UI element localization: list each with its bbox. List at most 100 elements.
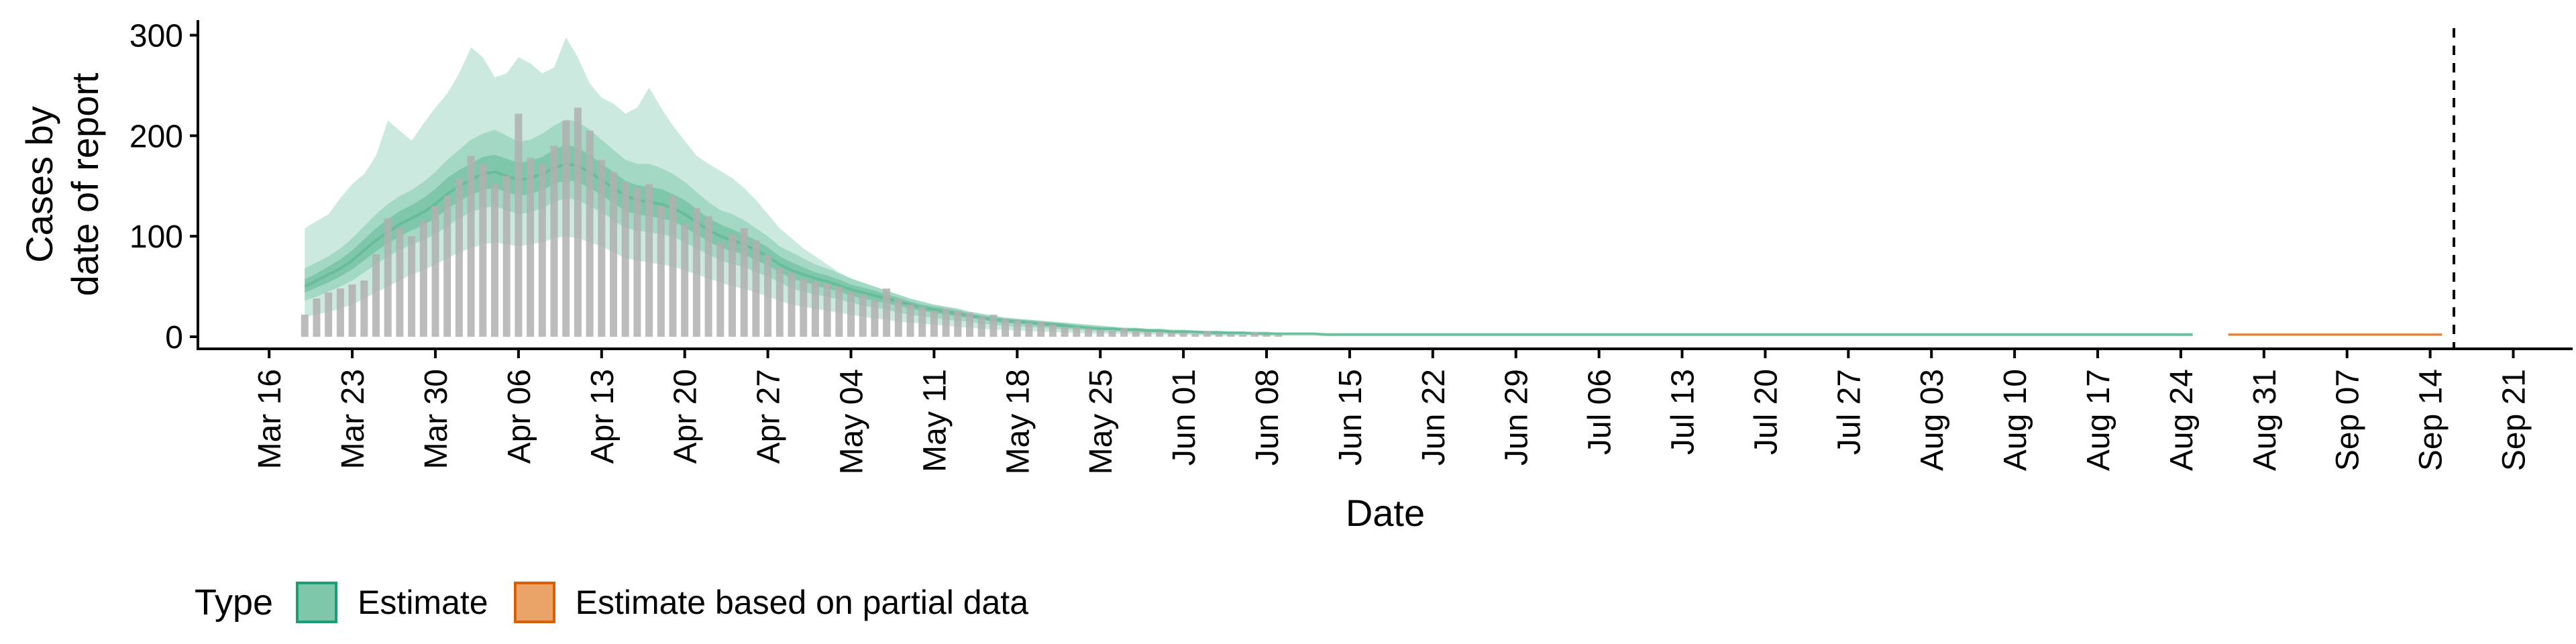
x-tick-label: Apr 06: [502, 369, 537, 464]
x-tick-label: Jun 08: [1250, 369, 1285, 466]
observed-bar: [633, 188, 641, 337]
y-tick-label: 0: [165, 320, 183, 356]
observed-bar: [1120, 329, 1128, 337]
x-tick-label: Jun 01: [1167, 369, 1202, 466]
observed-bar: [764, 254, 772, 337]
observed-bar: [847, 292, 855, 337]
observed-bar: [918, 307, 926, 337]
observed-bar: [729, 234, 736, 337]
observed-bar: [752, 240, 760, 337]
observed-bars: [301, 107, 1283, 337]
observed-bar: [716, 242, 724, 337]
observed-bar: [515, 113, 523, 337]
x-tick-label: Apr 13: [585, 369, 621, 464]
observed-bar: [823, 283, 831, 337]
observed-bar: [550, 146, 558, 337]
observed-bar: [894, 299, 902, 337]
observed-bar: [598, 160, 606, 337]
observed-bar: [527, 158, 535, 337]
observed-bar: [1037, 321, 1045, 337]
observed-bar: [1002, 319, 1010, 337]
observed-bar: [562, 120, 570, 337]
x-tick-label: May 25: [1083, 369, 1119, 474]
x-tick-label: Mar 30: [419, 369, 454, 469]
x-tick-label: Apr 20: [668, 369, 704, 464]
observed-bar: [325, 292, 333, 337]
x-tick-label: Mar 23: [335, 369, 371, 469]
observed-bar: [788, 272, 796, 337]
observed-bar: [681, 224, 689, 337]
x-tick-label: Aug 24: [2164, 369, 2200, 471]
observed-bar: [657, 206, 665, 337]
observed-bar: [692, 208, 700, 337]
y-tick-label: 200: [129, 119, 183, 154]
x-tick-label: May 11: [917, 369, 953, 472]
observed-bar: [1049, 325, 1057, 337]
x-tick-label: Jul 06: [1582, 369, 1618, 455]
observed-bar: [859, 294, 867, 337]
observed-bar: [384, 218, 392, 337]
partial-bands: [2228, 333, 2443, 336]
observed-bar: [883, 288, 891, 337]
x-tick-label: Mar 16: [252, 369, 288, 469]
x-tick-label: Aug 10: [1998, 369, 2033, 471]
x-tick-label: May 18: [1000, 369, 1036, 474]
observed-bar: [610, 172, 617, 337]
observed-bar: [396, 228, 404, 337]
observed-bar: [336, 288, 344, 337]
y-axis-label-line1: Cases by: [18, 106, 60, 262]
observed-bar: [1132, 331, 1140, 337]
observed-bar: [800, 278, 808, 337]
observed-bar: [1250, 333, 1258, 337]
observed-bar: [419, 221, 427, 337]
x-tick-label: Jul 20: [1748, 369, 1784, 455]
legend-key-estimate: [296, 582, 338, 623]
observed-bar: [1167, 333, 1175, 337]
observed-bar: [1073, 327, 1081, 337]
observed-bar: [479, 164, 487, 337]
observed-bar: [574, 107, 582, 337]
x-tick-labels: Mar 16 Mar 23 Mar 30 Apr 06 Apr 13 Apr 20 Apr …: [252, 369, 2532, 474]
observed-bar: [455, 178, 463, 337]
legend-label-estimate: Estimate: [358, 584, 488, 621]
observed-bar: [1263, 335, 1271, 337]
x-tick-label: Jun 22: [1416, 369, 1452, 466]
observed-bar: [502, 176, 511, 337]
observed-bar: [1191, 333, 1199, 337]
observed-bar: [1239, 335, 1247, 337]
legend: Type Estimate Estimate based on partial …: [195, 576, 1054, 629]
observed-bar: [621, 182, 629, 337]
observed-bar: [586, 130, 594, 337]
observed-bar: [1156, 331, 1164, 337]
axes: [190, 20, 2573, 358]
observed-bar: [1025, 323, 1033, 337]
x-tick-label: Jun 29: [1499, 369, 1535, 466]
observed-bar: [1275, 335, 1283, 337]
observed-bar: [811, 281, 819, 337]
x-tick-label: Sep 21: [2497, 369, 2532, 471]
observed-bar: [871, 301, 879, 337]
observed-bar: [954, 311, 962, 337]
observed-bar: [1144, 331, 1152, 337]
y-axis-label-line2: date of report: [64, 72, 106, 297]
observed-bar: [491, 184, 498, 337]
legend-title: Type: [195, 582, 274, 623]
x-tick-label: Jul 27: [1831, 369, 1867, 455]
observed-bar: [538, 164, 546, 337]
x-axis-label: Date: [1346, 492, 1425, 534]
observed-bar: [313, 299, 321, 337]
observed-bar: [989, 315, 998, 337]
legend-label-partial: Estimate based on partial data: [575, 584, 1029, 621]
x-tick-label: May 04: [835, 369, 870, 474]
observed-bar: [1203, 331, 1211, 337]
observed-bar: [775, 268, 784, 337]
median-line: [304, 162, 2193, 336]
observed-bar: [360, 280, 368, 337]
y-tick-label: 100: [129, 219, 183, 255]
x-tick-label: Jul 13: [1666, 369, 1701, 455]
x-tick-label: Aug 17: [2081, 369, 2116, 471]
x-tick-label: Jun 15: [1333, 369, 1368, 466]
y-tick-labels: 0 100 200 300: [129, 18, 183, 356]
observed-bar: [669, 196, 677, 337]
